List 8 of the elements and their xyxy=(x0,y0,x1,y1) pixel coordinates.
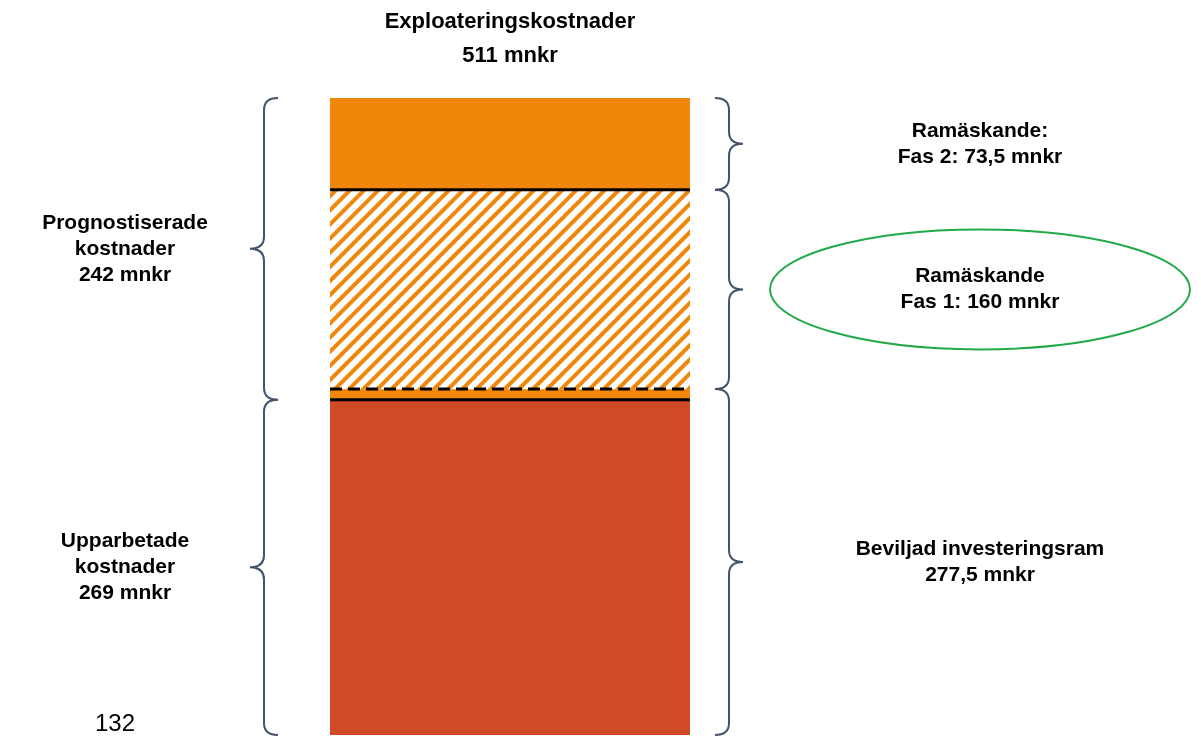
text: Ramäskande: Fas 2: 73,5 mnkr xyxy=(897,117,1063,167)
text: Ramäskande Fas 1: 160 mnkr xyxy=(900,262,1060,312)
text: 132 xyxy=(94,709,136,736)
text: Upparbetade kostnader 269 mnkr xyxy=(60,527,190,603)
text: Prognostiserade kostnader 242 mnkr xyxy=(42,209,208,285)
chart-subtitle: 511 mnkr xyxy=(462,42,559,67)
text: Beviljad investeringsram 277,5 mnkr xyxy=(855,535,1105,585)
chart-title: Exploateringskostnader xyxy=(384,8,636,33)
